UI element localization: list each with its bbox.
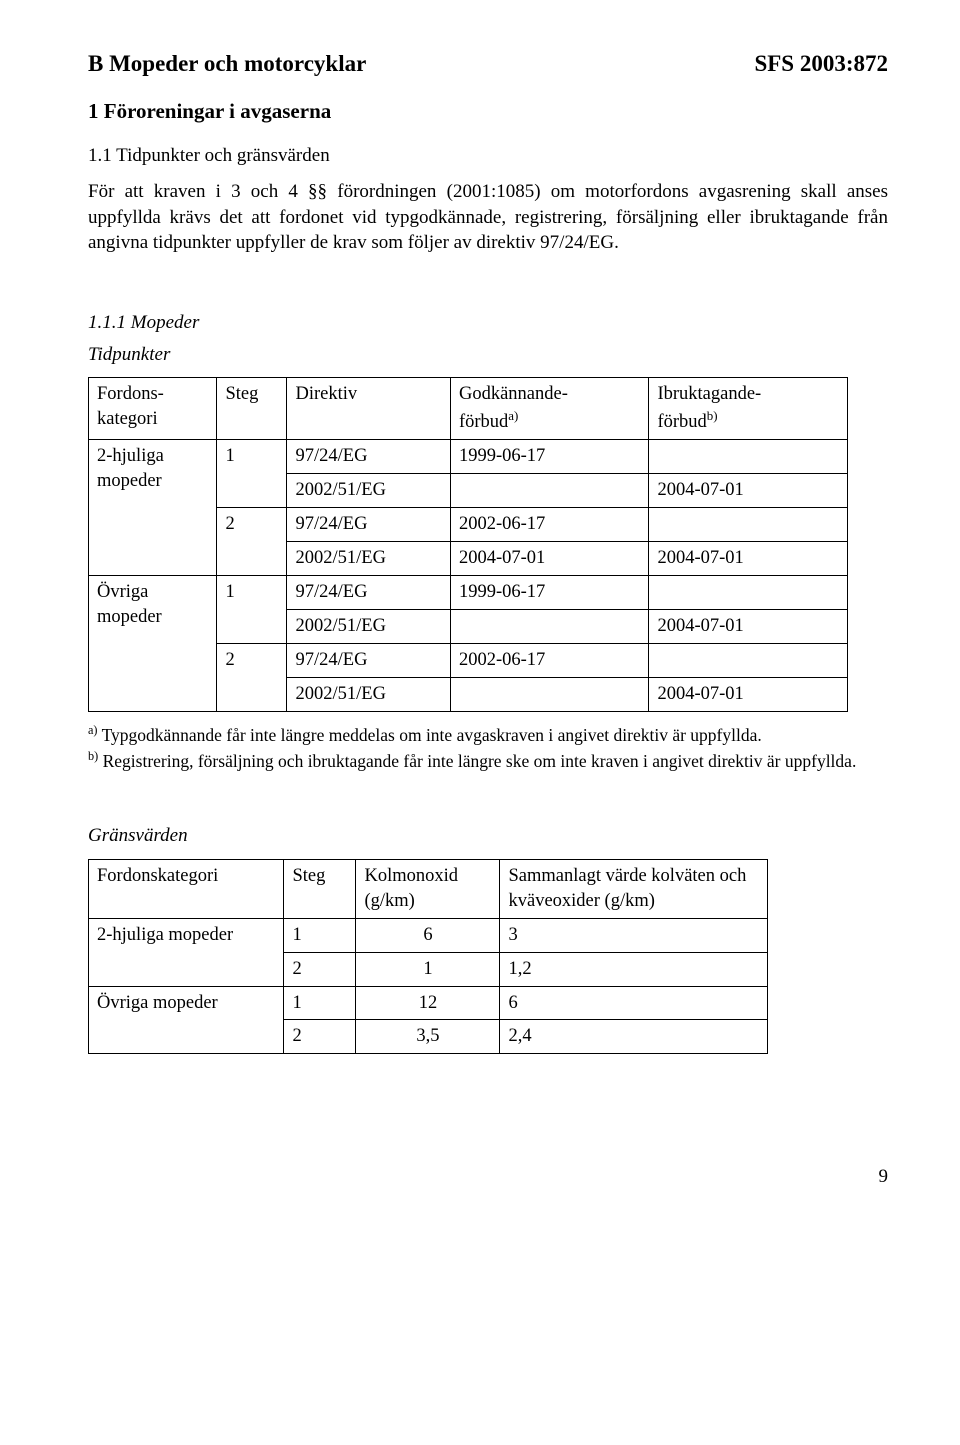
section-1-heading: 1 Föroreningar i avgaserna [88,97,888,125]
cell-gk: 1999-06-17 [450,576,649,610]
cell-category: Övrigamopeder [89,576,217,712]
col-fordonskategori: Fordons-kategori [89,378,217,440]
cell-direktiv: 97/24/EG [287,644,450,678]
cell-ib [649,440,848,474]
table-row: Övrigamopeder 1 97/24/EG 1999-06-17 [89,576,848,610]
cell-ib: 2004-07-01 [649,610,848,644]
table-row: 2-hjuliga mopeder 1 6 3 [89,918,768,952]
cell-co: 1 [356,952,500,986]
col-godkannande: Godkännande-förbuda) [450,378,649,440]
cell-gk [450,474,649,508]
cell-co: 6 [356,918,500,952]
cell-gk: 1999-06-17 [450,440,649,474]
cell-ib [649,644,848,678]
intro-paragraph: För att kraven i 3 och 4 §§ förordningen… [88,179,888,256]
gransvarden-heading: Gränsvärden [88,823,888,849]
cell-ib: 2004-07-01 [649,474,848,508]
section-b-title: B Mopeder och motorcyklar [88,48,366,79]
header-row: B Mopeder och motorcyklar SFS 2003:872 [88,48,888,79]
cell-steg: 1 [217,576,287,644]
cell-steg: 1 [217,440,287,508]
col-fordonskategori: Fordonskategori [89,859,284,918]
table-header-row: Fordonskategori Steg Kolmonoxid(g/km) Sa… [89,859,768,918]
cell-gk [450,610,649,644]
cell-direktiv: 97/24/EG [287,440,450,474]
cell-steg: 2 [284,1020,356,1054]
tidpunkter-table: Fordons-kategori Steg Direktiv Godkännan… [88,377,848,712]
col-ibruktagande: Ibruktagande-förbudb) [649,378,848,440]
cell-co: 12 [356,986,500,1020]
cell-ib [649,508,848,542]
tidpunkter-heading: Tidpunkter [88,342,888,368]
cell-category: 2-hjuliga mopeder [89,918,284,986]
cell-direktiv: 2002/51/EG [287,542,450,576]
col-steg: Steg [217,378,287,440]
cell-steg: 2 [217,644,287,712]
cell-steg: 1 [284,986,356,1020]
cell-gk: 2004-07-01 [450,542,649,576]
cell-gk [450,678,649,712]
col-kolmonoxid: Kolmonoxid(g/km) [356,859,500,918]
sfs-number: SFS 2003:872 [754,48,888,79]
table-row: 2-hjuligamopeder 1 97/24/EG 1999-06-17 [89,440,848,474]
cell-ib [649,576,848,610]
cell-ib: 2004-07-01 [649,542,848,576]
table-header-row: Fordons-kategori Steg Direktiv Godkännan… [89,378,848,440]
cell-steg: 2 [284,952,356,986]
cell-hv: 2,4 [500,1020,768,1054]
cell-hv: 1,2 [500,952,768,986]
cell-hv: 6 [500,986,768,1020]
cell-category: 2-hjuligamopeder [89,440,217,576]
cell-hv: 3 [500,918,768,952]
page-number: 9 [88,1164,888,1190]
cell-steg: 2 [217,508,287,576]
cell-direktiv: 97/24/EG [287,576,450,610]
cell-category: Övriga mopeder [89,986,284,1054]
col-direktiv: Direktiv [287,378,450,440]
cell-direktiv: 2002/51/EG [287,610,450,644]
table-row: Övriga mopeder 1 12 6 [89,986,768,1020]
cell-direktiv: 2002/51/EG [287,678,450,712]
cell-steg: 1 [284,918,356,952]
cell-co: 3,5 [356,1020,500,1054]
footnote-a: a) Typgodkännande får inte längre meddel… [88,722,888,747]
col-steg: Steg [284,859,356,918]
cell-direktiv: 2002/51/EG [287,474,450,508]
gransvarden-table: Fordonskategori Steg Kolmonoxid(g/km) Sa… [88,859,768,1055]
cell-direktiv: 97/24/EG [287,508,450,542]
section-1-1-1-heading: 1.1.1 Mopeder [88,310,888,336]
cell-gk: 2002-06-17 [450,508,649,542]
footnote-b: b) Registrering, försäljning och ibrukta… [88,748,888,773]
cell-gk: 2002-06-17 [450,644,649,678]
cell-ib: 2004-07-01 [649,678,848,712]
col-sammanlagt: Sammanlagt värde kolväten och kväveoxide… [500,859,768,918]
section-1-1-heading: 1.1 Tidpunkter och gränsvärden [88,143,888,169]
